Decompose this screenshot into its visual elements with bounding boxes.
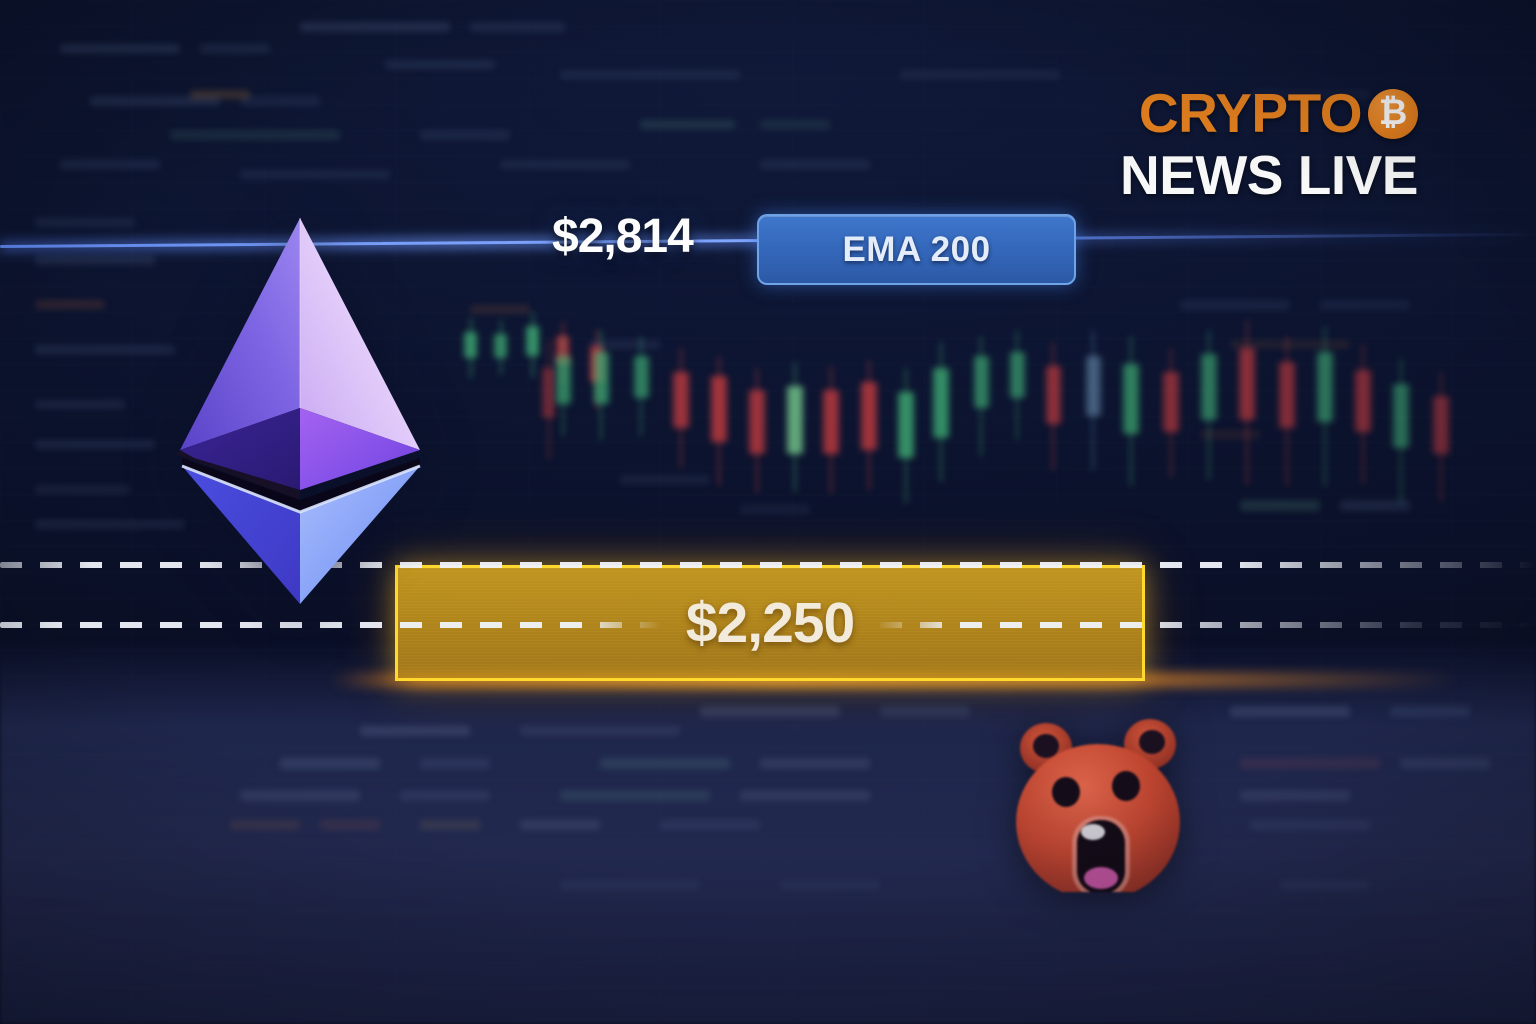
ema200-badge: EMA 200 bbox=[757, 214, 1076, 285]
bear-mascot-icon bbox=[998, 712, 1208, 892]
ema200-badge-label: EMA 200 bbox=[842, 229, 991, 269]
background-lower-panel bbox=[0, 640, 1536, 1024]
ethereum-diamond-icon bbox=[172, 200, 428, 620]
ema200-price-label: $2,814 bbox=[552, 210, 694, 263]
channel-logo: CRYPTO ₿ NEWS LIVE bbox=[1119, 86, 1419, 206]
support-zone-price-text: $2,250 bbox=[685, 591, 855, 655]
logo-news-live-text: NEWS LIVE bbox=[1119, 144, 1419, 206]
logo-top-row: CRYPTO ₿ bbox=[1120, 86, 1418, 141]
bitcoin-symbol: ₿ bbox=[1378, 93, 1408, 132]
support-zone-price-label: $2,250 bbox=[395, 565, 1145, 681]
bitcoin-coin-icon: ₿ bbox=[1368, 88, 1418, 139]
logo-crypto-text: CRYPTO bbox=[1138, 82, 1363, 144]
